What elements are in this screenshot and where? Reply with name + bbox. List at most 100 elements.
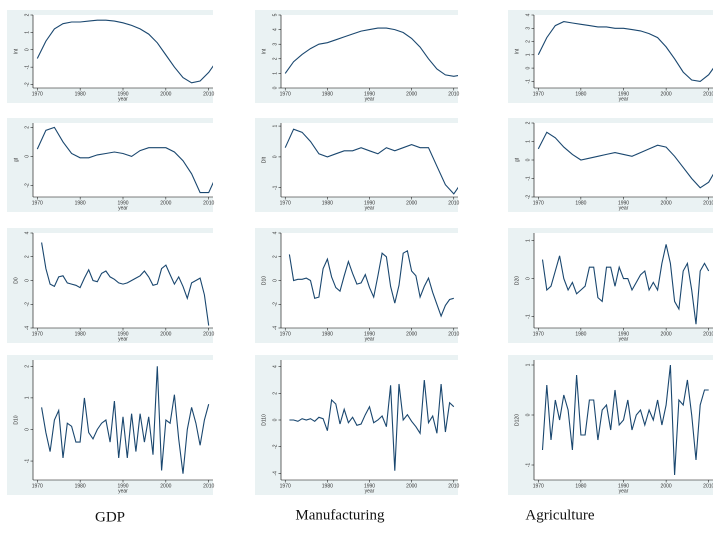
y-tick-label: 2 xyxy=(272,57,278,60)
x-tick-label: 1970 xyxy=(32,483,43,489)
x-tick-label: 1990 xyxy=(618,483,629,489)
y-tick-label: 4 xyxy=(24,231,30,234)
series-line xyxy=(36,126,213,194)
y-tick-label: -4 xyxy=(24,326,30,331)
x-axis-label: year xyxy=(619,336,629,342)
series-line xyxy=(537,21,713,82)
y-axis-label: lnt xyxy=(13,48,19,54)
x-tick-label: 1970 xyxy=(32,331,43,337)
series xyxy=(41,242,210,326)
series-line xyxy=(541,364,709,476)
x-tick-label: 2000 xyxy=(406,91,417,97)
y-axis-label: D10 xyxy=(261,276,267,285)
series-line xyxy=(537,131,713,189)
y-tick-label: -1 xyxy=(24,459,30,464)
y-tick-label: 2 xyxy=(272,392,278,395)
y-tick-label: 5 xyxy=(272,13,278,16)
y-tick-label: 1 xyxy=(272,124,278,127)
x-tick-label: 2000 xyxy=(661,200,672,206)
x-tick-label: 2000 xyxy=(160,91,171,97)
x-tick-label: 1980 xyxy=(75,483,86,489)
plot-area xyxy=(33,233,213,328)
x-tick-label: 2010 xyxy=(448,331,459,337)
x-tick-label: 1970 xyxy=(533,91,544,97)
plot-area xyxy=(534,233,713,328)
plot-area xyxy=(281,15,458,88)
x-tick-label: 1970 xyxy=(280,200,291,206)
series-line xyxy=(284,27,458,77)
y-tick-label: 0 xyxy=(272,418,278,421)
y-tick-label: -1 xyxy=(24,65,30,70)
x-axis-label: year xyxy=(118,205,128,211)
series xyxy=(537,131,713,189)
x-tick-label: 2010 xyxy=(703,483,713,489)
y-tick-label: 0 xyxy=(525,413,531,416)
x-axis-label: year xyxy=(619,96,629,102)
y-tick-label: 0 xyxy=(24,428,30,431)
y-axis-label: Dlt xyxy=(261,156,267,163)
y-axis-label: D20 xyxy=(514,276,520,285)
x-tick-label: 1980 xyxy=(75,331,86,337)
x-tick-label: 2010 xyxy=(203,331,214,337)
x-tick-label: 1970 xyxy=(280,91,291,97)
y-tick-label: 0 xyxy=(525,277,531,280)
series-line xyxy=(284,128,458,195)
x-tick-label: 2010 xyxy=(203,483,214,489)
x-tick-label: 2000 xyxy=(661,331,672,337)
x-tick-label: 1980 xyxy=(575,483,586,489)
x-tick-label: 2010 xyxy=(448,91,459,97)
series xyxy=(284,128,458,195)
y-tick-label: 1 xyxy=(525,363,531,366)
y-tick-label: 4 xyxy=(272,28,278,31)
series xyxy=(537,21,713,82)
x-tick-label: 1970 xyxy=(32,91,43,97)
series-line xyxy=(288,249,454,318)
series xyxy=(284,27,458,77)
x-tick-label: 1980 xyxy=(575,91,586,97)
x-tick-label: 1990 xyxy=(117,331,128,337)
plot-area xyxy=(281,123,458,197)
y-tick-label: -4 xyxy=(272,471,278,476)
y-tick-label: 0 xyxy=(525,158,531,161)
y-tick-label: 2 xyxy=(525,121,531,124)
y-tick-label: 0 xyxy=(272,155,278,158)
x-tick-label: 1990 xyxy=(618,331,629,337)
y-axis-label: lnt xyxy=(514,48,520,54)
y-tick-label: 2 xyxy=(24,255,30,258)
x-tick-label: 2000 xyxy=(406,200,417,206)
y-tick-label: 3 xyxy=(525,27,531,30)
column-caption: GDP xyxy=(95,509,125,525)
y-axis-label: gt xyxy=(13,157,19,162)
x-tick-label: 1970 xyxy=(533,200,544,206)
series-line xyxy=(541,244,710,325)
x-tick-label: 1970 xyxy=(280,483,291,489)
y-tick-label: 1 xyxy=(272,72,278,75)
y-tick-label: 4 xyxy=(272,365,278,368)
y-axis-label: D0 xyxy=(13,277,19,284)
x-tick-label: 1980 xyxy=(75,91,86,97)
x-tick-label: 1970 xyxy=(533,483,544,489)
y-tick-label: 0 xyxy=(272,279,278,282)
plot-area xyxy=(534,123,713,197)
y-axis-label: D120 xyxy=(514,414,520,426)
y-tick-label: -2 xyxy=(24,302,30,307)
y-tick-label: 4 xyxy=(525,13,531,16)
x-tick-label: 2000 xyxy=(661,91,672,97)
series-line xyxy=(289,379,455,471)
x-tick-label: 1980 xyxy=(322,200,333,206)
x-tick-label: 2010 xyxy=(203,200,214,206)
x-axis-label: year xyxy=(365,205,375,211)
x-axis-label: year xyxy=(619,205,629,211)
y-tick-label: -1 xyxy=(272,185,278,190)
column-caption: Agriculture xyxy=(525,507,594,523)
x-tick-label: 1990 xyxy=(364,200,375,206)
y-tick-label: 3 xyxy=(272,43,278,46)
x-tick-label: 2010 xyxy=(703,331,713,337)
y-tick-label: 0 xyxy=(24,48,30,51)
y-tick-label: -2 xyxy=(272,444,278,449)
y-tick-label: 0 xyxy=(272,86,278,89)
y-tick-label: -1 xyxy=(525,79,531,84)
x-tick-label: 1980 xyxy=(575,331,586,337)
x-axis-label: year xyxy=(365,488,375,494)
